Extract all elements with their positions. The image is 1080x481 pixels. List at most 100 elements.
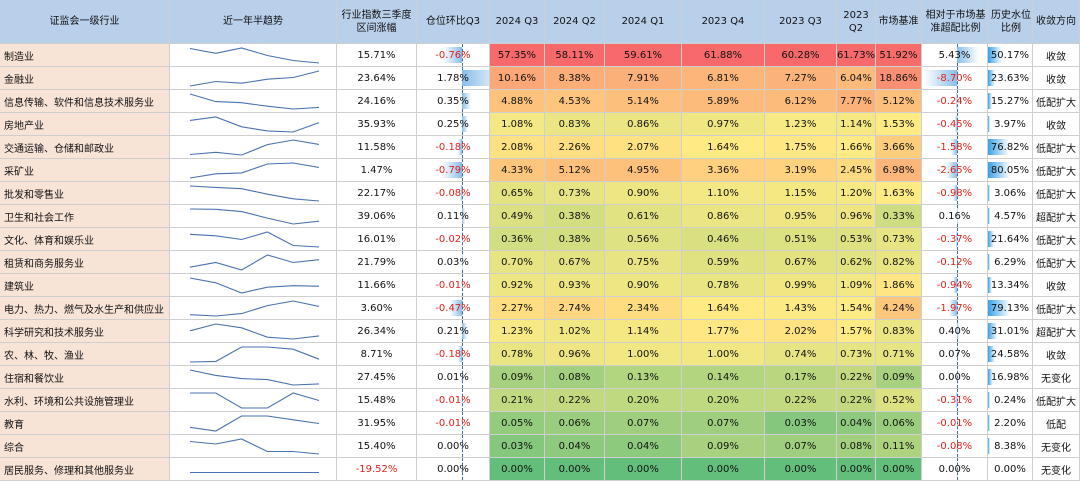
quarter-value: 59.61%	[624, 50, 662, 61]
relative-overweight-value: -0.01%	[937, 418, 972, 429]
header-label: 近一年半趋势	[223, 15, 283, 28]
market-benchmark-cell: 18.86%	[876, 67, 922, 90]
position-change-value: -0.47%	[435, 303, 470, 314]
quarter-value-cell: 0.06%	[545, 412, 605, 435]
trend-sparkline	[170, 412, 337, 435]
industry-name-cell: 租赁和商务服务业	[0, 251, 170, 274]
convergence-direction-value: 低配	[1046, 416, 1066, 431]
historical-level-cell: 0.24%	[988, 389, 1033, 412]
relative-overweight-cell: 0.00%	[922, 366, 988, 389]
quarter-value-cell: 0.73%	[837, 343, 876, 366]
header-market: 市场基准	[876, 0, 922, 44]
trend-sparkline-cell	[170, 435, 337, 458]
quarter-value-cell: 57.35%	[490, 44, 545, 67]
quarter-value-cell: 0.62%	[837, 251, 876, 274]
interval-change-value: 31.95%	[357, 418, 395, 429]
quarter-value: 0.21%	[501, 395, 533, 406]
header-label: 仓位环比Q3	[426, 15, 480, 28]
trend-sparkline-cell	[170, 320, 337, 343]
sparkline-line	[190, 255, 319, 270]
position-change-cell: -0.18%	[417, 136, 490, 159]
trend-sparkline	[170, 297, 337, 320]
industry-name: 采矿业	[4, 163, 34, 178]
relative-overweight-value: 0.00%	[939, 372, 971, 383]
historical-level-cell: 2.20%	[988, 412, 1033, 435]
industry-name: 科学研究和技术服务业	[4, 324, 104, 339]
historical-level-value: 24.58%	[991, 349, 1029, 360]
relative-overweight-cell: -0.08%	[922, 435, 988, 458]
quarter-value: 0.90%	[627, 280, 659, 291]
header-q2023q3: 2023 Q3	[765, 0, 837, 44]
industry-name: 房地产业	[4, 117, 44, 132]
historical-level-cell: 15.27%	[988, 90, 1033, 113]
relative-overweight-cell: -0.98%	[922, 182, 988, 205]
quarter-value-cell: 5.89%	[682, 90, 765, 113]
sparkline-line	[190, 301, 319, 316]
trend-sparkline-cell	[170, 412, 337, 435]
historical-level-value: 0.00%	[994, 464, 1026, 475]
convergence-direction-cell: 低配扩大	[1033, 389, 1080, 412]
market-benchmark-cell: 0.09%	[876, 366, 922, 389]
quarter-value: 3.19%	[785, 165, 817, 176]
quarter-value: 0.20%	[627, 395, 659, 406]
relative-overweight-value: -0.37%	[937, 234, 972, 245]
convergence-direction-cell: 低配	[1033, 412, 1080, 435]
market-benchmark-cell: 0.83%	[876, 320, 922, 343]
interval-change-value: 11.58%	[357, 142, 395, 153]
quarter-value-cell: 0.21%	[490, 389, 545, 412]
historical-level-value: 50.17%	[991, 50, 1029, 61]
position-change-cell: -0.47%	[417, 297, 490, 320]
trend-sparkline-cell	[170, 458, 337, 481]
relative-overweight-value: 0.07%	[939, 349, 971, 360]
historical-level-cell: 16.98%	[988, 366, 1033, 389]
interval-change-value: -19.52%	[356, 464, 398, 475]
quarter-value: 1.23%	[501, 326, 533, 337]
market-benchmark-value: 0.00%	[883, 464, 915, 475]
quarter-value: 0.83%	[559, 119, 591, 130]
quarter-value: 0.74%	[785, 349, 817, 360]
quarter-value-cell: 0.03%	[490, 435, 545, 458]
quarter-value-cell: 0.75%	[605, 251, 682, 274]
interval-change-value: 22.17%	[357, 188, 395, 199]
quarter-value: 0.22%	[559, 395, 591, 406]
quarter-value: 0.05%	[501, 418, 533, 429]
trend-sparkline	[170, 44, 337, 67]
industry-name-cell: 水利、环境和公共设施管理业	[0, 389, 170, 412]
quarter-value-cell: 0.13%	[605, 366, 682, 389]
quarter-value: 58.11%	[555, 50, 593, 61]
quarter-value-cell: 0.00%	[490, 458, 545, 481]
quarter-value: 1.10%	[707, 188, 739, 199]
quarter-value: 6.04%	[840, 73, 872, 84]
relative-overweight-cell: -2.65%	[922, 159, 988, 182]
convergence-direction-cell: 无变化	[1033, 458, 1080, 481]
quarter-value-cell: 0.96%	[545, 343, 605, 366]
convergence-direction-cell: 低配扩大	[1033, 228, 1080, 251]
historical-level-cell: 8.38%	[988, 435, 1033, 458]
quarter-value-cell: 6.04%	[837, 67, 876, 90]
quarter-value: 0.86%	[627, 119, 659, 130]
quarter-value: 2.74%	[559, 303, 591, 314]
market-benchmark-value: 0.33%	[883, 211, 915, 222]
historical-level-value: 13.34%	[991, 280, 1029, 291]
historical-level-cell: 79.13%	[988, 297, 1033, 320]
market-benchmark-value: 1.53%	[883, 119, 915, 130]
industry-name: 文化、体育和娱乐业	[4, 232, 94, 247]
historical-level-value: 23.63%	[991, 73, 1029, 84]
relative-overweight-value: -0.31%	[937, 395, 972, 406]
interval-change-cell: 24.16%	[337, 90, 417, 113]
header-q2023q4: 2023 Q4	[682, 0, 765, 44]
relative-overweight-cell: -0.37%	[922, 228, 988, 251]
quarter-value: 2.45%	[840, 165, 872, 176]
quarter-value-cell: 0.04%	[545, 435, 605, 458]
quarter-value: 1.14%	[627, 326, 659, 337]
quarter-value: 1.08%	[501, 119, 533, 130]
header-industry: 证监会一级行业	[0, 0, 170, 44]
interval-change-value: 24.16%	[357, 96, 395, 107]
interval-change-cell: -19.52%	[337, 458, 417, 481]
convergence-direction-value: 无变化	[1041, 439, 1071, 454]
industry-name-cell: 综合	[0, 435, 170, 458]
historical-level-cell: 3.06%	[988, 182, 1033, 205]
quarter-value: 1.57%	[840, 326, 872, 337]
position-change-value: 0.21%	[437, 326, 469, 337]
historical-level-cell: 76.82%	[988, 136, 1033, 159]
